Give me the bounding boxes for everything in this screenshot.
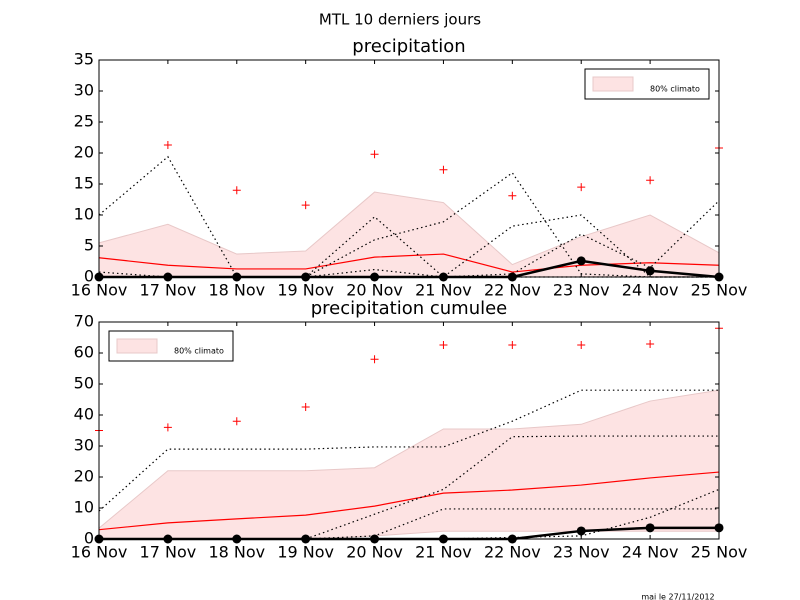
x-tick-label: 20 Nov: [346, 281, 403, 300]
x-tick-label: 18 Nov: [208, 281, 265, 300]
y-tick-label: 15: [74, 174, 94, 193]
axes-frame: [98, 321, 720, 540]
x-tick-label: 21 Nov: [415, 281, 472, 300]
plus-marker: [439, 165, 448, 174]
y-tick-label: 40: [74, 405, 94, 424]
footer: mai le 27/11/2012: [641, 593, 714, 600]
y-tick-label: 0: [84, 529, 94, 548]
y-tick-label: 50: [74, 374, 94, 393]
plus-marker: [163, 140, 172, 149]
legend-swatch: [116, 338, 158, 354]
plus-marker: [232, 186, 241, 195]
series-line: [98, 253, 720, 273]
series-line: [98, 389, 719, 512]
y-tick-label: 30: [74, 81, 94, 100]
series-line: [99, 171, 719, 278]
plus-marker: [232, 417, 241, 426]
point: [645, 266, 655, 276]
point: [576, 256, 586, 266]
plus-marker: [301, 402, 310, 411]
y-tick-label: 10: [74, 205, 94, 224]
x-tick-label: 23 Nov: [553, 281, 610, 300]
x-tick-label: 25 Nov: [691, 543, 748, 562]
plus-marker: [370, 355, 379, 364]
chart-title: precipitation: [352, 36, 465, 57]
legend-label: 80% climato: [174, 347, 224, 356]
plus-marker: [577, 183, 586, 192]
y-tick-label: 25: [74, 112, 94, 131]
y-tick-label: 10: [74, 498, 94, 517]
plus-marker: [577, 340, 586, 349]
y-tick-label: 5: [84, 236, 94, 255]
point: [645, 523, 655, 533]
climate-band: [98, 191, 720, 278]
y-tick-label: 60: [74, 343, 94, 362]
y-tick-label: 20: [74, 143, 94, 162]
x-tick-label: 19 Nov: [277, 543, 334, 562]
x-tick-label: 24 Nov: [622, 281, 679, 300]
y-tick-label: 0: [84, 267, 94, 286]
x-tick-label: 18 Nov: [208, 543, 265, 562]
x-tick-label: 19 Nov: [277, 281, 334, 300]
y-tick-label: 30: [74, 436, 94, 455]
point: [576, 526, 586, 536]
climate-band: [98, 389, 720, 540]
series-line: [99, 200, 720, 278]
x-tick-label: 23 Nov: [553, 543, 610, 562]
legend-swatch: [592, 76, 634, 92]
plus-marker: [370, 150, 379, 159]
legend-label: 80% climato: [650, 85, 700, 94]
figure-title: MTL 10 derniers jours: [319, 11, 481, 29]
x-tick-label: 22 Nov: [484, 281, 541, 300]
x-tick-label: 22 Nov: [484, 543, 541, 562]
y-tick-label: 35: [74, 50, 94, 69]
series-line: [99, 435, 719, 540]
plus-marker: [439, 340, 448, 349]
x-tick-label: 16 Nov: [71, 543, 128, 562]
y-tick-label: 20: [74, 467, 94, 486]
x-tick-label: 20 Nov: [346, 543, 403, 562]
series-line: [99, 488, 720, 540]
plus-marker: [508, 340, 517, 349]
axes-frame: [98, 59, 720, 278]
x-tick-label: 17 Nov: [140, 281, 197, 300]
x-tick-label: 21 Nov: [415, 543, 472, 562]
plus-marker: [646, 176, 655, 185]
plus-marker: [508, 191, 517, 200]
series-line: [98, 471, 720, 531]
chart-title: precipitation cumulee: [311, 298, 508, 319]
y-tick-label: 70: [74, 312, 94, 331]
plus-marker: [646, 340, 655, 349]
plus-marker: [301, 201, 310, 210]
x-tick-label: 16 Nov: [71, 281, 128, 300]
x-tick-label: 24 Nov: [622, 543, 679, 562]
x-tick-label: 25 Nov: [691, 281, 748, 300]
plus-marker: [163, 423, 172, 432]
x-tick-label: 17 Nov: [140, 543, 197, 562]
